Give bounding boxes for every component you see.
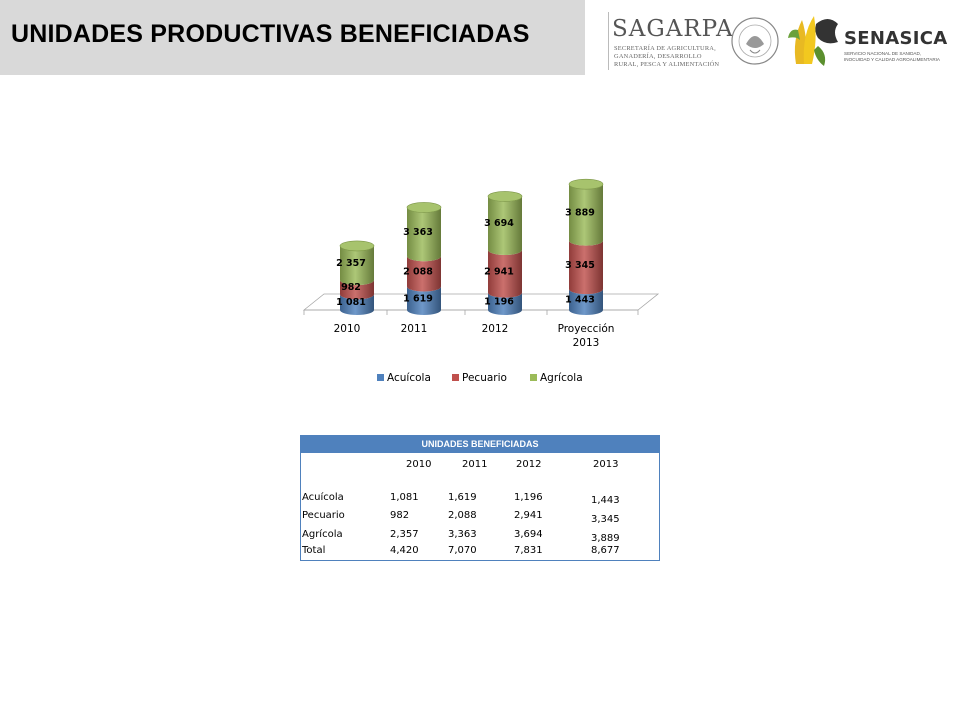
bar-segment-pecuario (488, 250, 522, 298)
table-cell: 3,363 (448, 529, 477, 540)
sagarpa-subtitle: SECRETARÍA DE AGRICULTURA, GANADERÍA, DE… (614, 45, 720, 68)
table-col-header: 2013 (593, 459, 619, 470)
data-label: 982 (341, 282, 361, 293)
table-cell: 8,677 (591, 545, 620, 556)
bar-top-cap (339, 240, 375, 252)
bar-segment-acuícola (340, 294, 374, 315)
table-cell: 3,889 (591, 533, 620, 544)
table-col-header: 2010 (406, 459, 432, 470)
bar-segment-pecuario (340, 280, 374, 300)
table-col-header: 2011 (462, 459, 488, 470)
chart-legend: Acuícola Pecuario Agrícola (377, 372, 583, 384)
table-row-label: Agrícola (302, 529, 343, 540)
category-label: 2012 (482, 323, 509, 335)
category-label: 2010 (334, 323, 361, 335)
legend-label: Acuícola (387, 372, 431, 384)
bar-top-cap (487, 191, 523, 202)
chart-category-labels: 2010 2011 2012 Proyección 2013 (334, 323, 615, 349)
bar-top-cap (568, 178, 604, 190)
table-cell: 1,196 (514, 492, 543, 503)
table-cell: 2,357 (390, 529, 419, 540)
senasica-emblem-icon (788, 16, 838, 66)
bar-segment-acuícola (407, 286, 441, 315)
data-label: 1 081 (336, 297, 366, 308)
bar-segment-agrícola (488, 196, 522, 256)
table-title: UNIDADES BENEFICIADAS (301, 436, 659, 453)
data-label: 1 443 (565, 295, 595, 306)
senasica-logo-text: SENASICA (844, 28, 948, 49)
table-cell: 2,088 (448, 510, 477, 521)
legend-label: Pecuario (462, 372, 507, 384)
title-banner: UNIDADES PRODUCTIVAS BENEFICIADAS (0, 0, 585, 75)
senasica-subtitle: SERVICIO NACIONAL DE SANIDAD, INOCUIDAD … (844, 51, 940, 62)
data-label: 1 196 (484, 296, 514, 307)
bar-top-cap (406, 202, 442, 213)
data-label: 2 357 (336, 258, 366, 269)
table-cell: 1,443 (591, 495, 620, 506)
table-cell: 7,831 (514, 545, 543, 556)
table-cell: 7,070 (448, 545, 477, 556)
data-label: 3 363 (403, 227, 433, 238)
bar-segment-pecuario (569, 240, 603, 295)
table-cell: 982 (390, 510, 410, 521)
table-cell: 2,941 (514, 510, 543, 521)
data-label: 3 889 (565, 207, 595, 218)
category-label: Proyección 2013 (558, 323, 615, 349)
mexico-seal-icon (731, 17, 779, 65)
table-cell: 1,081 (390, 492, 419, 503)
table-cell: 3,345 (591, 514, 620, 525)
table-cell: 4,420 (390, 545, 419, 556)
data-label: 3 694 (484, 218, 514, 229)
sagarpa-logo-text: SAGARPA (612, 16, 734, 42)
category-label: 2011 (401, 323, 428, 335)
stacked-cylinder-chart: 1 081 982 2 357 1 619 2 088 3 363 1 196 2 941 3 … (302, 178, 660, 384)
chart-data-labels: 1 081 982 2 357 1 619 2 088 3 363 1 196 2 941 3 … (336, 207, 595, 308)
table-row-label: Total (302, 545, 326, 556)
data-label: 1 619 (403, 293, 433, 304)
legend-label: Agrícola (540, 372, 583, 384)
table-col-header: 2012 (516, 459, 542, 470)
table-row-label: Acuícola (302, 492, 344, 503)
bar-segment-acuícola (488, 292, 522, 315)
data-label: 3 345 (565, 260, 595, 271)
data-label: 2 941 (484, 266, 514, 277)
table-row-label: Pecuario (302, 510, 345, 521)
bar-segment-agrícola (340, 245, 374, 286)
logo-area: SAGARPA SECRETARÍA DE AGRICULTURA, GANAD… (598, 8, 950, 74)
legend-swatch (530, 374, 537, 381)
page-title: UNIDADES PRODUCTIVAS BENEFICIADAS (11, 20, 530, 48)
legend-swatch (452, 374, 459, 381)
bar-segment-pecuario (407, 256, 441, 292)
bar-segment-acuícola (569, 289, 603, 315)
logo-divider (608, 12, 609, 70)
data-table: UNIDADES BENEFICIADAS 2010 2011 2012 201… (300, 435, 660, 561)
bar-segment-agrícola (407, 207, 441, 262)
table-cell: 1,619 (448, 492, 477, 503)
bar-segment-agrícola (569, 184, 603, 246)
data-label: 2 088 (403, 266, 433, 277)
legend-swatch (377, 374, 384, 381)
table-cell: 3,694 (514, 529, 543, 540)
chart-bars (339, 178, 604, 315)
